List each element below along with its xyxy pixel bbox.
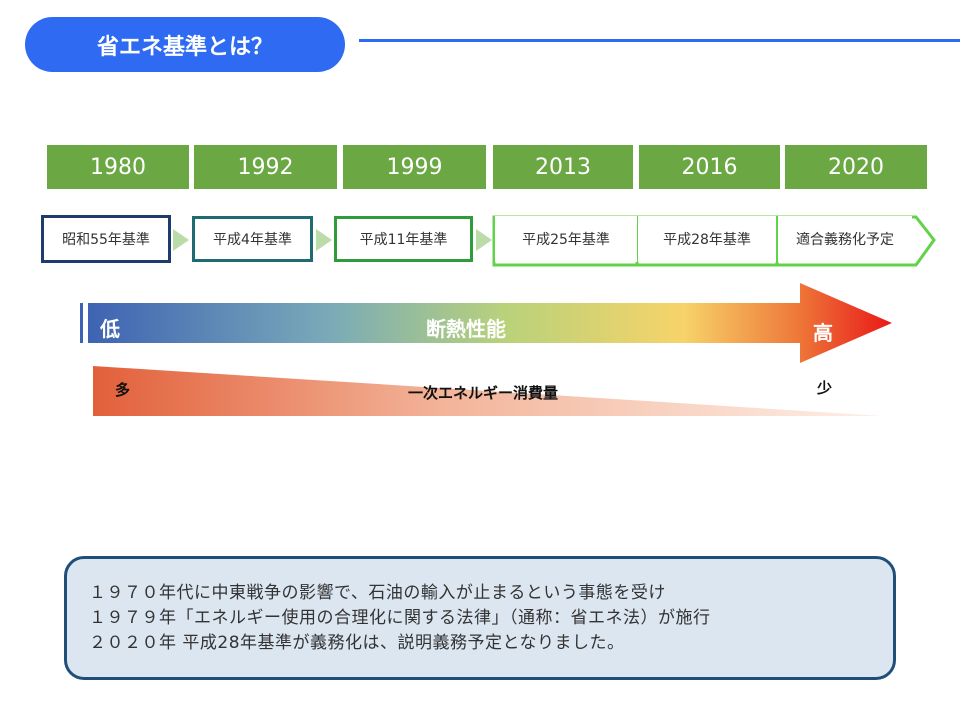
year-1992: 1992	[194, 145, 337, 189]
note-line-3: ２０２０年 平成28年基準が義務化は、説明義務予定となりました。	[89, 633, 625, 653]
note-line-2: １９７９年「エネルギー使用の合理化に関する法律」（通称：省エネ法）が施行	[89, 608, 711, 628]
year-2013: 2013	[493, 145, 633, 189]
note-line-1: １９７０年代に中東戦争の影響で、石油の輸入が止まるという事態を受け	[89, 583, 666, 603]
standard-h28: 平成28年基準	[638, 216, 776, 262]
insulation-performance-arrow	[80, 283, 892, 363]
title-underline	[359, 39, 960, 42]
energy-few-label: 少	[817, 379, 833, 397]
standard-h25: 平成25年基準	[495, 216, 637, 262]
energy-title: 一次エネルギー消費量	[408, 384, 559, 402]
standard-h11: 平成11年基準	[334, 216, 473, 262]
chevron-right-icon	[316, 229, 332, 251]
chevron-right-icon	[173, 229, 189, 251]
chevron-right-icon	[476, 229, 492, 251]
year-2020: 2020	[785, 145, 927, 189]
insulation-low-label: 低	[100, 317, 120, 341]
explanation-note: １９７０年代に中東戦争の影響で、石油の輸入が止まるという事態を受け １９７９年「…	[64, 556, 896, 680]
standard-s55: 昭和55年基準	[41, 215, 171, 263]
standard-h4: 平成4年基準	[192, 216, 313, 262]
energy-many-label: 多	[115, 381, 131, 399]
year-2016: 2016	[639, 145, 780, 189]
energy-consumption-wedge	[93, 366, 883, 416]
insulation-title: 断熱性能	[426, 317, 506, 341]
page-title: 省エネ基準とは？	[25, 17, 345, 72]
insulation-high-label: 高	[813, 321, 833, 345]
year-1999: 1999	[343, 145, 486, 189]
standard-mandatory: 適合義務化予定	[778, 216, 912, 262]
year-1980: 1980	[47, 145, 189, 189]
